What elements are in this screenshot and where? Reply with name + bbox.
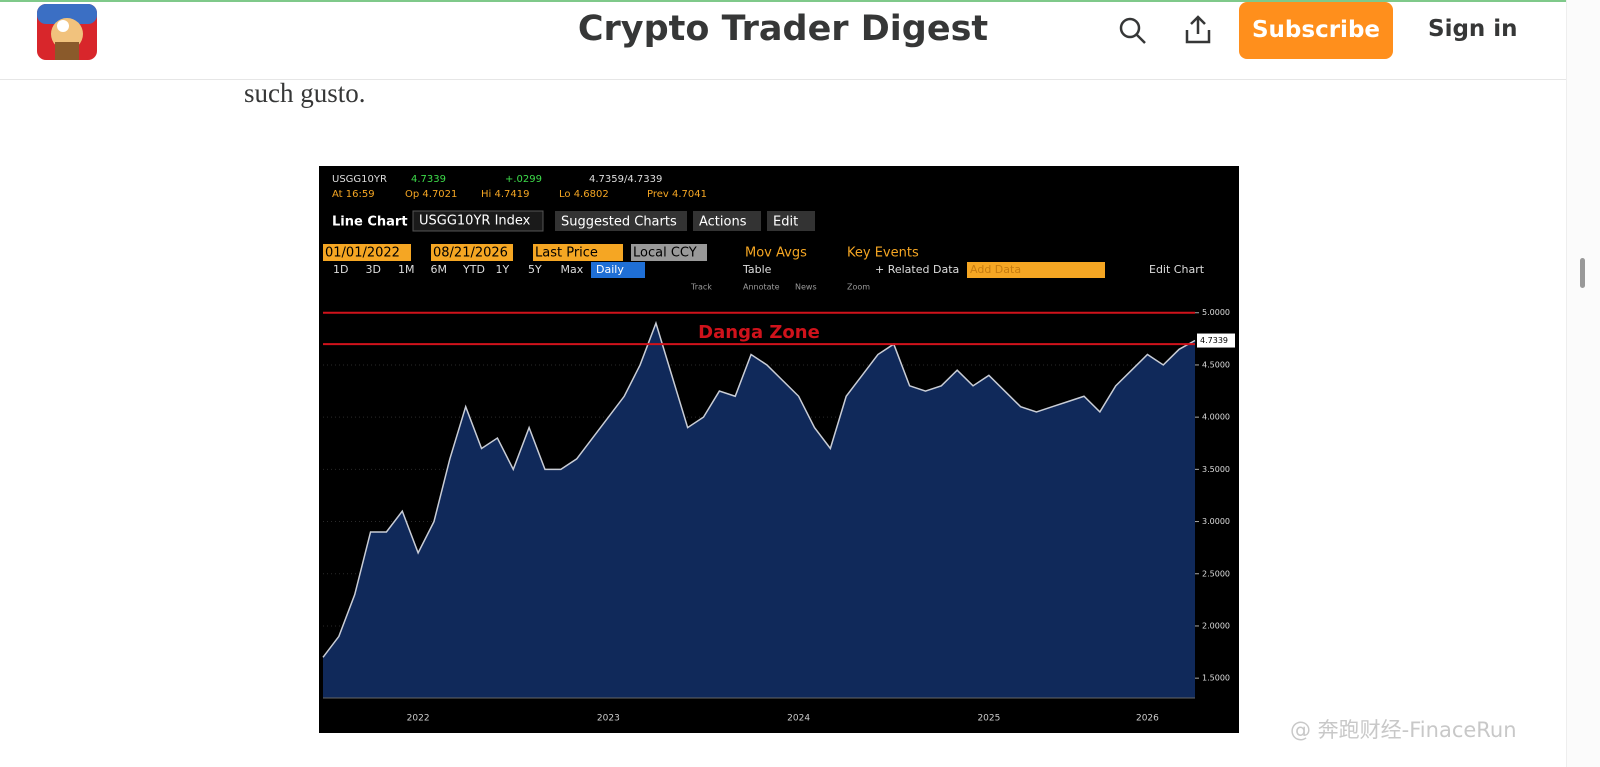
period-button[interactable]: 3D: [366, 263, 381, 276]
period-button[interactable]: YTD: [462, 263, 485, 276]
article-text: such gusto.: [244, 78, 366, 108]
y-tick-label: 4.0000: [1202, 413, 1230, 422]
low: Lo 4.6802: [559, 189, 609, 200]
period-button[interactable]: 1M: [398, 263, 415, 276]
scrollbar: [1566, 0, 1600, 767]
change: +.0299: [505, 174, 542, 185]
edit-chart[interactable]: Edit Chart: [1149, 263, 1205, 276]
y-tick-label: 4.5000: [1202, 360, 1230, 369]
x-tick-label: 2024: [787, 714, 810, 724]
y-tick-label: 2.0000: [1202, 621, 1230, 630]
tool-button: Track: [690, 283, 712, 292]
y-tick-label: 5.0000: [1202, 308, 1230, 317]
ticker: USGG10YR: [332, 174, 387, 185]
last-value-tag: [1197, 333, 1235, 348]
tool-button: Annotate: [743, 283, 780, 292]
period-button[interactable]: 1Y: [496, 263, 510, 276]
watermark: @ 奔跑财经-FinaceRun: [1290, 718, 1517, 742]
period-button[interactable]: 5Y: [528, 263, 542, 276]
annotation: Danga Zone: [698, 322, 820, 343]
scroll-thumb[interactable]: [1580, 258, 1585, 288]
y-tick-label: 1.5000: [1202, 674, 1230, 683]
x-tick-label: 2026: [1136, 714, 1159, 724]
menu[interactable]: Actions: [699, 215, 747, 230]
ticker-bar: USGG10YR 4.7339 +.0299 4.7359/4.7339 At …: [332, 174, 707, 200]
search-icon[interactable]: [1118, 16, 1148, 46]
y-tick-label: 3.0000: [1202, 517, 1230, 526]
tool-button: Zoom: [847, 283, 870, 292]
high: Hi 4.7419: [481, 189, 529, 200]
line: [322, 320, 1196, 658]
subscribe-button[interactable]: Subscribe: [1239, 2, 1393, 59]
sign-in-link[interactable]: Sign in: [1428, 16, 1518, 42]
chart-image: USGG10YR 4.7339 +.0299 4.7359/4.7339 At …: [319, 166, 1239, 733]
currency[interactable]: Local CCY: [633, 246, 697, 261]
table[interactable]: Table: [742, 263, 772, 276]
x-tick-label: 2022: [407, 714, 430, 724]
menu[interactable]: Edit: [773, 215, 798, 230]
option[interactable]: Mov Avgs: [745, 246, 807, 261]
option[interactable]: Key Events: [847, 246, 919, 261]
last-value-label: 4.7339: [1200, 336, 1228, 345]
period-button[interactable]: 1D: [333, 263, 348, 276]
last: 4.7339: [411, 174, 446, 185]
add-data[interactable]: Add Data: [970, 263, 1021, 276]
x-tick-label: 2025: [977, 714, 1000, 724]
share-icon[interactable]: [1183, 14, 1213, 46]
tool-bar: Track Annotate News Zoom: [690, 283, 870, 292]
time: At 16:59: [332, 189, 375, 200]
site-title: Crypto Trader Digest: [577, 9, 989, 49]
related[interactable]: + Related Data: [875, 263, 959, 276]
header: Crypto Trader Digest Subscribe Sign in: [0, 0, 1566, 80]
end-date[interactable]: 08/21/2026: [433, 246, 508, 261]
logo[interactable]: [37, 4, 97, 60]
y-tick-label: 3.5000: [1202, 465, 1230, 474]
open: Op 4.7021: [405, 189, 457, 200]
bid-ask: 4.7359/4.7339: [589, 174, 662, 185]
chart-kind[interactable]: Line Chart: [332, 215, 408, 230]
area: [323, 323, 1195, 698]
frequency[interactable]: Daily: [596, 263, 624, 276]
y-tick-label: 2.5000: [1202, 569, 1230, 578]
menu[interactable]: Suggested Charts: [561, 215, 677, 230]
x-tick-label: 2023: [597, 714, 620, 724]
security[interactable]: USGG10YR Index: [419, 214, 531, 229]
period-button[interactable]: Max: [561, 263, 584, 276]
tool-button: News: [795, 283, 817, 292]
period-bar: Daily Table + Related Data Add Data Edit…: [333, 262, 1205, 278]
start-date[interactable]: 01/01/2022: [325, 246, 400, 261]
prev: Prev 4.7041: [647, 189, 707, 200]
toolbar: Line Chart USGG10YR Index Suggested Char…: [323, 210, 919, 261]
field[interactable]: Last Price: [535, 246, 598, 261]
period-button[interactable]: 6M: [431, 263, 448, 276]
